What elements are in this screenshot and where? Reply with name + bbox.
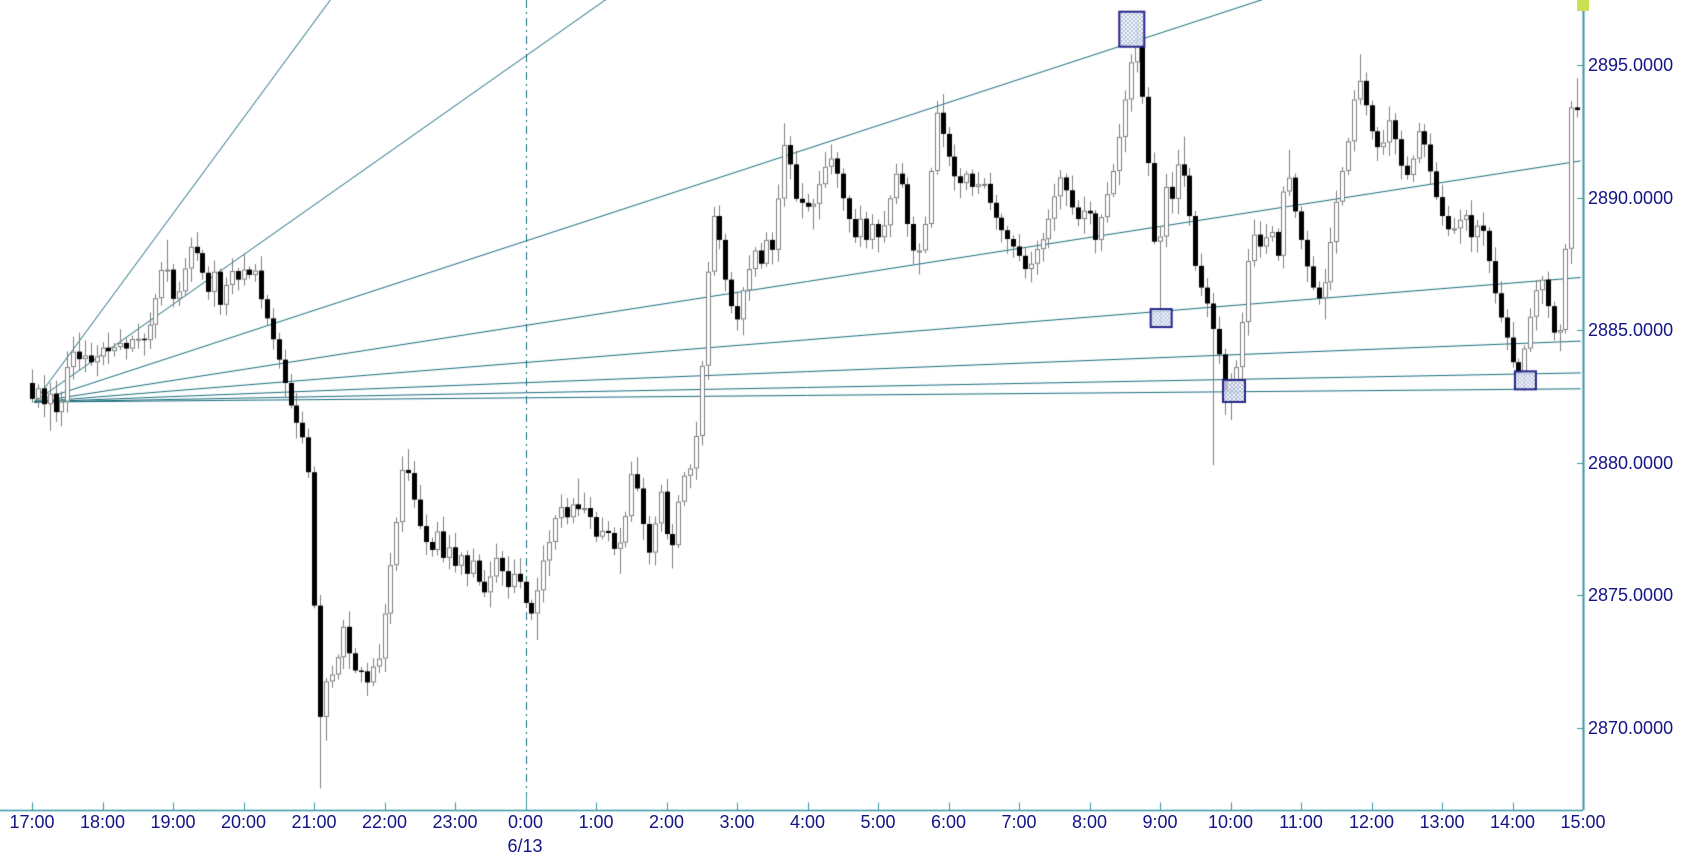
time-axis-label: 15:00 — [1560, 812, 1606, 832]
time-axis-label: 8:00 — [1071, 812, 1108, 832]
price-axis-label: 2885.0000 — [1588, 320, 1674, 340]
price-axis-label: 2870.0000 — [1588, 717, 1674, 738]
time-axis-label: 4:00 — [789, 812, 826, 832]
price-axis-label: 2875.0000 — [1588, 585, 1674, 605]
time-axis-label: 1:00 — [578, 812, 614, 832]
time-axis-label: 13:00 — [1419, 812, 1465, 832]
time-axis-label: 0:00 — [507, 812, 544, 832]
time-axis-label: 10:00 — [1207, 812, 1254, 832]
time-axis-label: 5:00 — [860, 812, 896, 832]
time-axis-label: 18:00 — [79, 812, 126, 832]
price-axis-label: 2890.0000 — [1588, 187, 1674, 208]
time-axis-label: 12:00 — [1348, 812, 1395, 832]
time-axis-label: 21:00 — [291, 812, 337, 832]
axis-corner-marker — [1577, 0, 1589, 11]
time-axis-label: 22:00 — [361, 812, 408, 832]
time-axis-label: 17:00 — [9, 812, 55, 832]
time-axis-label: 3:00 — [719, 812, 755, 832]
time-axis-label: 23:00 — [432, 812, 478, 832]
price-axis-label: 2895.0000 — [1588, 55, 1674, 75]
time-axis-label: 19:00 — [150, 812, 196, 832]
time-axis-label: 20:00 — [220, 812, 267, 832]
time-axis-label: 11:00 — [1279, 812, 1323, 832]
time-axis-label: 9:00 — [1142, 812, 1178, 832]
price-axis-label: 2880.0000 — [1588, 452, 1674, 473]
date-label: 6/13 — [507, 836, 543, 856]
time-axis-label: 7:00 — [1001, 812, 1037, 832]
time-axis-label: 2:00 — [648, 812, 685, 832]
time-axis-label: 14:00 — [1489, 812, 1536, 832]
time-axis-label: 6:00 — [930, 812, 967, 832]
